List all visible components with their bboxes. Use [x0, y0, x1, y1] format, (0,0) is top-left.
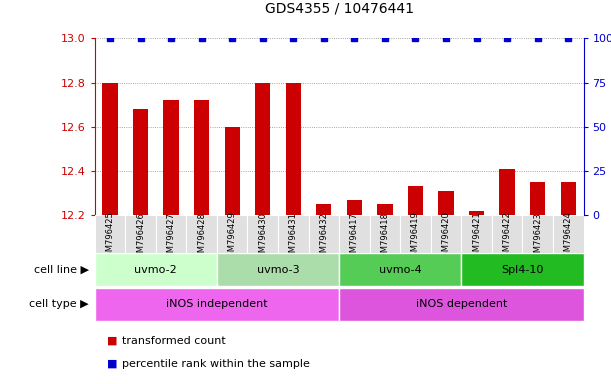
Bar [225, 127, 240, 215]
Text: GSM796417: GSM796417 [350, 212, 359, 263]
Bar [217, 253, 339, 286]
Bar [133, 109, 148, 215]
Text: uvmo-4: uvmo-4 [379, 265, 422, 275]
Text: GSM796422: GSM796422 [503, 212, 511, 263]
Text: GSM796426: GSM796426 [136, 212, 145, 263]
Bar [339, 215, 370, 259]
Bar [309, 215, 339, 259]
Text: GSM796428: GSM796428 [197, 212, 206, 263]
Bar [522, 215, 553, 259]
Text: percentile rank within the sample: percentile rank within the sample [122, 359, 310, 369]
Bar [378, 204, 393, 215]
Text: iNOS independent: iNOS independent [166, 299, 268, 310]
Text: GSM796429: GSM796429 [228, 212, 236, 263]
Bar [461, 215, 492, 259]
Text: GSM796425: GSM796425 [106, 212, 114, 263]
Bar [561, 182, 576, 215]
Bar [431, 215, 461, 259]
Bar [278, 215, 309, 259]
Bar [500, 169, 515, 215]
Text: GDS4355 / 10476441: GDS4355 / 10476441 [265, 2, 414, 15]
Bar [95, 253, 217, 286]
Text: GSM796430: GSM796430 [258, 212, 267, 263]
Bar [553, 215, 584, 259]
Bar [461, 253, 584, 286]
Bar [469, 210, 485, 215]
Text: GSM796419: GSM796419 [411, 212, 420, 263]
Bar [370, 215, 400, 259]
Text: GSM796421: GSM796421 [472, 212, 481, 263]
Bar [103, 83, 118, 215]
Text: ■: ■ [107, 359, 117, 369]
Bar [125, 215, 156, 259]
Text: GSM796420: GSM796420 [442, 212, 450, 263]
Text: uvmo-2: uvmo-2 [134, 265, 177, 275]
Text: GSM796432: GSM796432 [320, 212, 328, 263]
Text: transformed count: transformed count [122, 336, 226, 346]
Bar [408, 186, 423, 215]
Text: cell type ▶: cell type ▶ [29, 299, 89, 310]
Text: Spl4-10: Spl4-10 [501, 265, 544, 275]
Bar [316, 204, 331, 215]
Text: uvmo-3: uvmo-3 [257, 265, 299, 275]
Text: cell line ▶: cell line ▶ [34, 265, 89, 275]
Bar [95, 288, 339, 321]
Text: GSM796424: GSM796424 [564, 212, 573, 263]
Text: GSM796427: GSM796427 [167, 212, 175, 263]
Text: ■: ■ [107, 336, 117, 346]
Bar [164, 100, 179, 215]
Bar [156, 215, 186, 259]
Bar [400, 215, 431, 259]
Bar [492, 215, 522, 259]
Text: GSM796423: GSM796423 [533, 212, 542, 263]
Bar [247, 215, 278, 259]
Bar [285, 83, 301, 215]
Bar [339, 253, 461, 286]
Bar [530, 182, 546, 215]
Bar [255, 83, 270, 215]
Bar [439, 191, 453, 215]
Bar [186, 215, 217, 259]
Text: GSM796418: GSM796418 [381, 212, 389, 263]
Bar [217, 215, 247, 259]
Bar [95, 215, 125, 259]
Text: iNOS dependent: iNOS dependent [415, 299, 507, 310]
Bar [347, 200, 362, 215]
Text: GSM796431: GSM796431 [289, 212, 298, 263]
Bar [194, 100, 209, 215]
Bar [339, 288, 584, 321]
